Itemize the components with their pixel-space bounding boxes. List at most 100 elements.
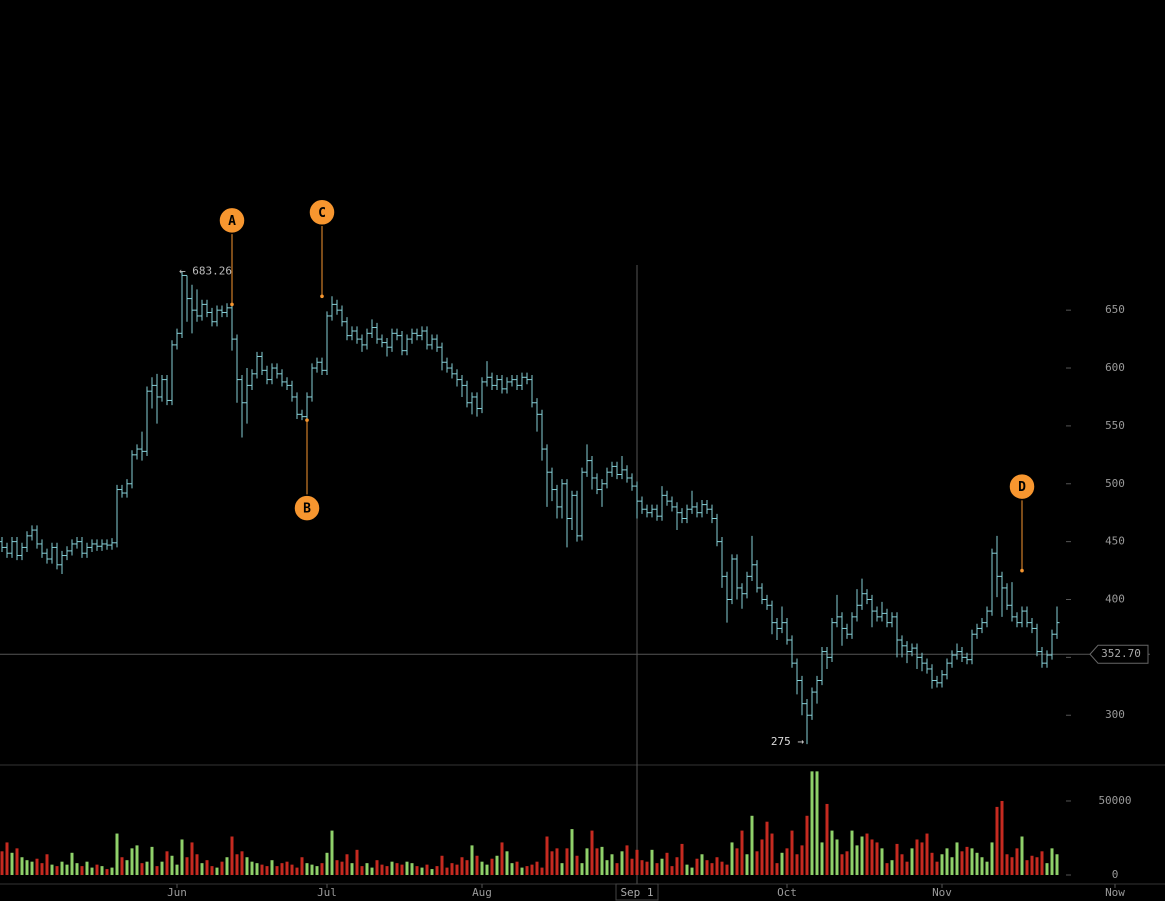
volume-bar: [235, 854, 239, 875]
volume-bar: [380, 864, 384, 875]
volume-bar: [635, 849, 639, 875]
volume-bar: [120, 857, 124, 875]
volume-bar: [780, 852, 784, 875]
volume-bar: [210, 866, 214, 875]
volume-bar: [595, 848, 599, 875]
volume-bar: [620, 851, 624, 875]
volume-bar: [10, 852, 14, 875]
marker-badge: [308, 198, 336, 227]
volume-bar: [840, 854, 844, 875]
volume-bar: [995, 806, 999, 875]
volume-bar: [855, 845, 859, 875]
volume-bar: [155, 866, 159, 875]
volume-bar: [830, 830, 834, 875]
x-tick-label: Aug: [472, 886, 492, 899]
volume-bar: [565, 848, 569, 875]
volume-bar: [225, 857, 229, 875]
volume-bar: [355, 849, 359, 875]
volume-bar: [1000, 800, 1004, 875]
volume-bar: [360, 866, 364, 875]
volume-bar: [725, 864, 729, 875]
x-tick-label: Nov: [932, 886, 952, 899]
volume-bar: [370, 867, 374, 875]
volume-bar: [570, 829, 574, 875]
volume-bar: [1050, 848, 1054, 875]
y-tick-label: 400: [1105, 593, 1125, 606]
volume-bar: [1030, 855, 1034, 875]
volume-bar: [940, 854, 944, 875]
volume-bar: [680, 843, 684, 875]
volume-bar: [1040, 851, 1044, 875]
volume-bar: [970, 848, 974, 875]
volume-bar: [815, 771, 819, 875]
volume-bar: [740, 830, 744, 875]
volume-bar: [165, 851, 169, 875]
volume-bar: [720, 861, 724, 875]
volume-bar: [1055, 854, 1059, 875]
y-tick-label: 650: [1105, 303, 1125, 316]
volume-bar: [920, 842, 924, 875]
volume-bar: [760, 839, 764, 875]
volume-bar: [885, 863, 889, 875]
y-tick-label: 500: [1105, 477, 1125, 490]
x-tick-label: Jun: [167, 886, 187, 899]
crosshair-x-label: Sep 1: [620, 886, 653, 899]
volume-bar: [220, 861, 224, 875]
volume-bar: [410, 863, 414, 875]
volume-bar: [880, 848, 884, 875]
volume-bar: [990, 842, 994, 875]
volume-bar: [470, 845, 474, 875]
volume-bar: [105, 869, 109, 875]
volume-bar: [320, 863, 324, 875]
y-tick-label: 450: [1105, 535, 1125, 548]
volume-bar: [825, 803, 829, 875]
volume-bar: [5, 842, 9, 875]
volume-bar: [25, 860, 29, 875]
volume-bar: [935, 861, 939, 875]
volume-bar: [515, 861, 519, 875]
volume-bar: [640, 860, 644, 875]
volume-bar: [820, 842, 824, 875]
volume-bar: [325, 852, 329, 875]
volume-bar: [125, 860, 129, 875]
marker-badge: [218, 206, 246, 235]
volume-bar: [985, 861, 989, 875]
volume-bar: [705, 860, 709, 875]
volume-tick-label: 0: [1112, 868, 1119, 881]
volume-bar: [950, 857, 954, 875]
volume-bar: [240, 851, 244, 875]
volume-bar: [450, 863, 454, 875]
marker-label: D: [1018, 480, 1026, 495]
volume-bar: [890, 860, 894, 875]
volume-bar: [200, 863, 204, 875]
volume-bar: [585, 848, 589, 875]
marker-point: [230, 302, 234, 307]
volume-bar: [385, 866, 389, 875]
volume-bar: [670, 866, 674, 875]
volume-bar: [400, 864, 404, 875]
volume-bar: [135, 845, 139, 875]
marker-label: A: [228, 214, 236, 229]
volume-bar: [765, 821, 769, 875]
volume-bar: [655, 863, 659, 875]
volume-bar: [775, 863, 779, 875]
volume-bar: [480, 861, 484, 875]
volume-bar: [650, 849, 654, 875]
volume-bar: [710, 863, 714, 875]
volume-bar: [150, 846, 154, 875]
volume-bar: [690, 867, 694, 875]
volume-bar: [140, 863, 144, 875]
marker-label: B: [303, 502, 311, 517]
volume-bar: [415, 866, 419, 875]
volume-bar: [335, 860, 339, 875]
volume-bar: [750, 815, 754, 875]
high-label: ← 683.26: [179, 265, 232, 278]
volume-bar: [1025, 860, 1029, 875]
volume-bar: [850, 830, 854, 875]
volume-bar: [130, 848, 134, 875]
volume-bar: [60, 861, 64, 875]
volume-bar: [745, 854, 749, 875]
volume-bar: [305, 863, 309, 875]
volume-bar: [170, 855, 174, 875]
